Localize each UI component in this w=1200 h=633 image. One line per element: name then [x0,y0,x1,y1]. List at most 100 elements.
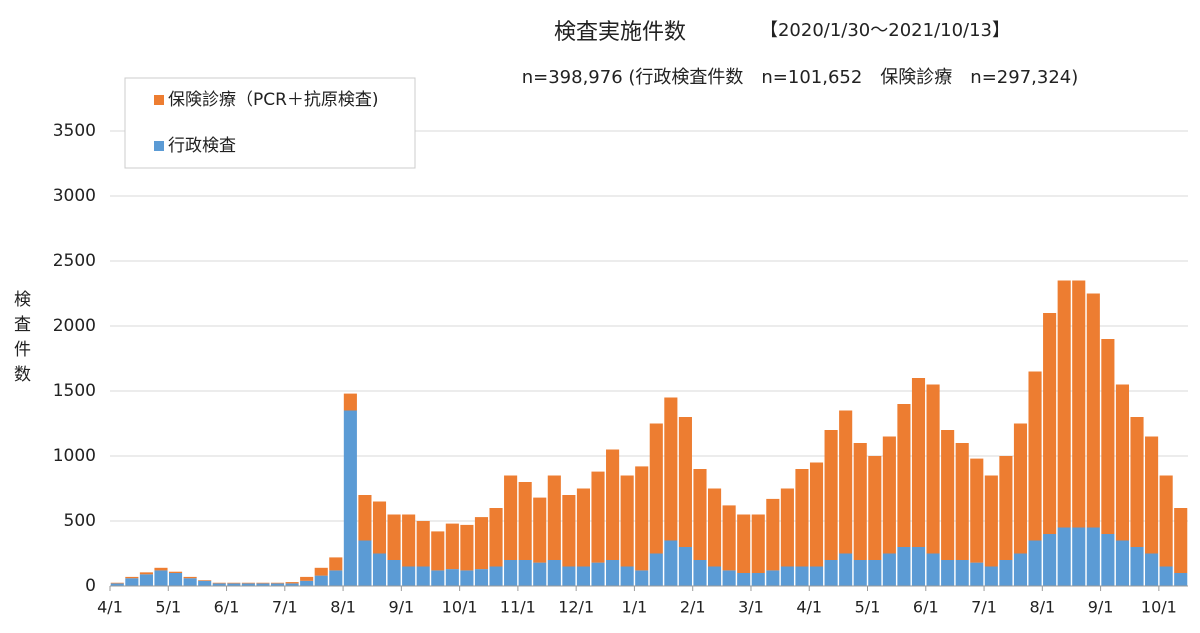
y-tick-label: 3500 [53,121,96,141]
bar-segment [518,560,532,586]
x-tick-label: 11/1 [500,598,536,617]
bar-segment [1101,339,1115,534]
x-tick-label: 10/1 [442,598,478,617]
bar-segment [504,475,518,560]
bar-segment [125,578,139,586]
bar-segment [416,566,430,586]
bar-segment [504,560,518,586]
x-tick-label: 7/1 [971,598,997,617]
bar-segment [664,540,678,586]
bar-segment [606,560,620,586]
bar-segment [955,560,969,586]
bar-segment [343,393,357,411]
bar-segment [1130,417,1144,547]
x-tick-label: 7/1 [272,598,298,617]
bar-segment [285,583,299,586]
bar-segment [999,560,1013,586]
bar-segment [693,560,707,586]
bar-segment [1130,547,1144,586]
bar-segment [970,458,984,563]
bar-segment [533,562,547,586]
x-tick-label: 1/1 [622,598,648,617]
bar-segment [868,560,882,586]
bar-segment [358,495,372,541]
bar-segment [562,566,576,586]
bar-segment [780,566,794,586]
bar-segment [343,410,357,586]
bar-segment [984,566,998,586]
bar-segment [649,423,663,554]
bar-segment [110,583,124,586]
bar-segment [1115,384,1130,541]
bar-segment [809,566,824,586]
bar-segment [387,514,401,560]
bar-segment [1043,313,1057,534]
bar-segment [183,578,197,586]
bar-segment [387,560,401,586]
x-tick-label: 12/1 [558,598,594,617]
x-tick-label: 5/1 [155,598,181,617]
bar-segment [241,582,255,584]
bar-segment [1028,540,1042,586]
bar-segment [460,524,474,571]
y-tick-label: 3000 [53,186,96,206]
bar-segment [212,582,226,584]
bar-segment [402,514,416,567]
bar-segment [591,471,605,563]
bar-segment [751,573,765,586]
bar-segment [722,570,736,586]
x-tick-label: 6/1 [214,598,240,617]
x-tick-label: 2/1 [680,598,706,617]
bar-segment [751,514,765,573]
bar-segment [897,404,911,547]
bar-segment [839,553,853,586]
y-tick-label: 2000 [53,316,96,336]
bar-segment [649,553,663,586]
bar-segment [460,570,474,586]
bar-segment [1086,527,1100,586]
bar-segment [154,570,168,586]
bar-segment [897,547,911,586]
bar-segment [678,547,692,586]
bar-segment [737,573,751,586]
bar-segment [314,575,328,586]
bar-segment [1159,475,1173,567]
bar-segment [693,469,707,560]
bar-segment [1101,534,1115,586]
bar-segment [256,583,270,586]
legend-label: 行政検査 [168,136,236,156]
bar-segment [576,488,591,567]
subtitle: n=398,976 (行政検査件数 n=101,652 保険診療 n=297,3… [522,67,1079,88]
bar-segment [620,566,634,586]
bar-segment [1057,280,1071,528]
bar-segment [562,495,576,567]
bar-segment [212,583,226,586]
bar-segment [984,475,998,567]
y-tick-label: 1000 [53,446,96,466]
bar-segment [198,580,212,581]
x-tick-label: 5/1 [855,598,881,617]
bar-segment [999,456,1013,560]
bar-segment [795,469,809,567]
bar-segment [722,505,736,571]
bar-segment [926,553,940,586]
bar-segment [941,560,955,586]
bar-segment [474,517,489,570]
chart-title: 検査実施件数 [554,20,686,45]
bar-segment [547,475,561,560]
legend-box [124,77,416,169]
bar-segment [1057,527,1071,586]
bar-segment [227,582,241,584]
x-tick-label: 10/1 [1141,598,1177,617]
bar-segment [489,508,503,567]
bar-segment [110,582,124,584]
bar-segment [1174,508,1188,573]
bar-segment [416,521,430,567]
bar-segment [1159,566,1173,586]
bar-segment [241,583,255,586]
bar-segment [445,523,459,570]
bar-segment [911,547,926,586]
bar-segment [1072,280,1086,528]
y-tick-label: 1500 [53,381,96,401]
